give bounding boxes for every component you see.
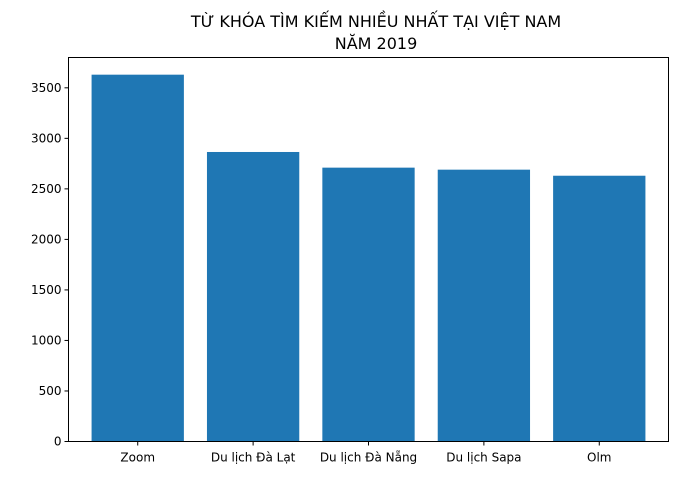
bar-3 (322, 168, 414, 442)
x-tick-label: Olm (587, 451, 611, 465)
bar-2 (207, 152, 299, 442)
y-tick-label: 3000 (31, 131, 62, 145)
y-tick-label: 1000 (31, 333, 62, 347)
bar-4 (438, 170, 530, 442)
bar-5 (553, 176, 645, 442)
x-tick-label: Du lịch Sapa (446, 451, 521, 465)
bar-1 (92, 75, 184, 442)
y-tick-label: 500 (39, 384, 62, 398)
x-axis: Zoom Du lịch Đà Lạt Du lịch Đà Nẵng Du lịch… (120, 442, 611, 465)
y-tick-label: 2500 (31, 182, 62, 196)
y-tick-label: 2000 (31, 232, 62, 246)
x-tick-label: Du lịch Đà Nẵng (320, 451, 417, 465)
bars-layer (92, 75, 646, 442)
y-axis: 0 500 1000 1500 2000 2500 3000 3500 (31, 81, 69, 449)
chart-title-line2: NĂM 2019 (335, 34, 418, 53)
y-tick-label: 3500 (31, 81, 62, 95)
y-tick-label: 0 (54, 435, 62, 449)
chart-title-line1: TỪ KHÓA TÌM KIẾM NHIỀU NHẤT TẠI VIỆT NAM (190, 10, 561, 31)
x-tick-label: Du lịch Đà Lạt (211, 451, 296, 465)
y-tick-label: 1500 (31, 283, 62, 297)
x-tick-label: Zoom (120, 451, 155, 465)
